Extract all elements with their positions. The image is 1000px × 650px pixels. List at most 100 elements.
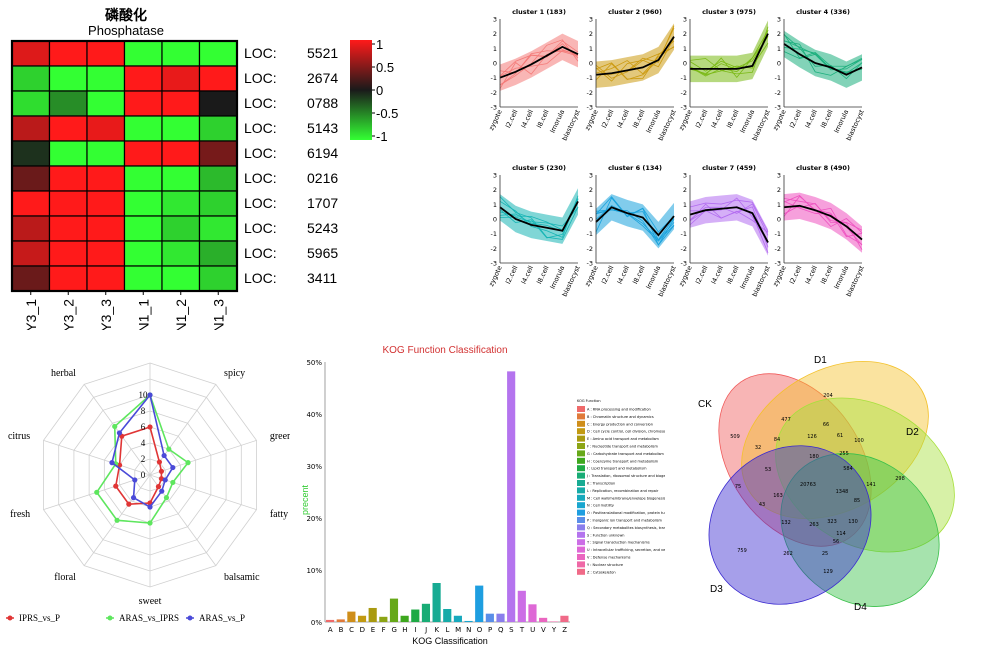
heatmap-title: 磷酸化 bbox=[105, 7, 147, 24]
kog-x-tick-label: S bbox=[509, 626, 514, 634]
heatmap-row-id: 5521 bbox=[307, 45, 338, 61]
kog-legend-label: H : Coenzyme transport and metabolism bbox=[587, 459, 659, 463]
cluster-profile-line bbox=[595, 205, 675, 241]
heatmap-col-label: Y3_1 bbox=[23, 299, 39, 330]
radar-axis-label: fatty bbox=[270, 509, 288, 520]
cluster-profile-line bbox=[499, 50, 579, 86]
cluster-mean-line bbox=[690, 33, 769, 70]
radar-point bbox=[147, 424, 153, 430]
radar-chart: woodyspicygreenfattybalsamicsweetfloralf… bbox=[6, 362, 290, 623]
heatmap-cell bbox=[48, 40, 88, 67]
heatmap-cell bbox=[161, 240, 201, 267]
heatmap-cell bbox=[11, 215, 51, 242]
colorbar-tick-label: 1 bbox=[376, 37, 383, 52]
cluster-x-tick-label: zygote bbox=[487, 108, 504, 131]
radar-point bbox=[126, 501, 132, 507]
cluster-title: cluster 3 (975) bbox=[702, 8, 756, 16]
heatmap-row-prefix: LOC: bbox=[244, 195, 277, 211]
cluster-x-tick-label: l2.cell bbox=[788, 108, 803, 129]
venn-region-count: 53 bbox=[765, 467, 771, 473]
kog-legend-label: Q : Secondary metabolites biosynthesis, … bbox=[587, 526, 665, 530]
cluster-y-tick-label: -1 bbox=[681, 230, 687, 238]
kog-legend-label: A : RNA processing and modification bbox=[587, 408, 651, 412]
cluster-x-tick-label: l4.cell bbox=[616, 108, 631, 129]
kog-x-tick-label: G bbox=[392, 626, 397, 634]
kog-x-tick-label: Y bbox=[551, 626, 557, 634]
heatmap-col-label: N1_3 bbox=[210, 299, 226, 330]
heatmap-cell bbox=[86, 190, 126, 217]
venn-set-label: D1 bbox=[814, 355, 827, 366]
venn-region-count: 255 bbox=[839, 451, 849, 457]
cluster-profile-line bbox=[689, 203, 769, 248]
cluster-y-tick-label: 2 bbox=[777, 186, 781, 194]
kog-x-tick-label: Z bbox=[562, 626, 567, 634]
heatmap-colorbar bbox=[350, 40, 372, 140]
radar-point bbox=[162, 477, 168, 483]
heatmap-cell bbox=[123, 140, 163, 167]
cluster-x-tick-label: zygote bbox=[771, 264, 788, 287]
cluster-y-tick-label: 0 bbox=[683, 216, 687, 224]
cluster-x-tick-label: zygote bbox=[583, 264, 600, 287]
radar-tick-label: 2 bbox=[141, 454, 146, 464]
radar-point bbox=[158, 468, 165, 474]
radar-point bbox=[147, 520, 153, 526]
heatmap-row-prefix: LOC: bbox=[244, 145, 277, 161]
radar-axis-label: spicy bbox=[224, 368, 245, 379]
cluster-y-tick-label: -1 bbox=[491, 230, 497, 238]
heatmap-cell bbox=[198, 65, 238, 92]
cluster-y-tick-label: 3 bbox=[493, 172, 497, 180]
kog-x-axis-label: KOG Classification bbox=[412, 636, 488, 646]
cluster-profile-line bbox=[689, 30, 769, 77]
kog-legend-swatch bbox=[577, 546, 585, 553]
cluster-y-tick-label: 0 bbox=[493, 216, 497, 224]
heatmap-row-prefix: LOC: bbox=[244, 45, 277, 61]
kog-x-tick-label: M bbox=[455, 626, 461, 634]
kog-legend-title: KOG Function bbox=[577, 399, 601, 403]
cluster-y-tick-label: -2 bbox=[587, 89, 593, 97]
venn-region-count: 25 bbox=[822, 551, 828, 557]
heatmap-cell bbox=[161, 40, 201, 67]
heatmap-cell bbox=[11, 40, 51, 67]
heatmap-cell bbox=[11, 265, 51, 292]
kog-legend-label: Z : Cytoskeleton bbox=[587, 570, 616, 574]
venn-region-count: 100 bbox=[854, 438, 864, 444]
venn-set-label: D2 bbox=[906, 427, 919, 438]
heatmap-cell bbox=[48, 190, 88, 217]
kog-x-tick-label: H bbox=[402, 626, 407, 634]
heatmap-cell bbox=[198, 115, 238, 142]
cluster-y-tick-label: -1 bbox=[587, 230, 593, 238]
radar-spoke bbox=[149, 474, 257, 510]
kog-legend-label: V : Defense mechanisms bbox=[587, 556, 631, 560]
cluster-y-tick-label: -1 bbox=[775, 74, 781, 82]
heatmap-cell bbox=[11, 240, 51, 267]
cluster-y-tick-label: -2 bbox=[491, 245, 497, 253]
kog-x-tick-label: U bbox=[530, 626, 535, 634]
heatmap-cell bbox=[161, 215, 201, 242]
venn-region-count: 263 bbox=[809, 522, 819, 528]
radar-point bbox=[185, 460, 191, 466]
heatmap-cell bbox=[11, 190, 51, 217]
cluster-x-tick-label: zygote bbox=[677, 108, 694, 131]
heatmap-cell bbox=[48, 165, 88, 192]
cluster-y-tick-label: 0 bbox=[777, 216, 781, 224]
kog-x-tick-label: I bbox=[415, 626, 417, 634]
heatmap-row-prefix: LOC: bbox=[244, 270, 277, 286]
heatmap-cell bbox=[161, 115, 201, 142]
cluster-x-tick-label: l2.cell bbox=[504, 264, 519, 285]
cluster-y-tick-label: 3 bbox=[589, 16, 593, 24]
kog-bar bbox=[453, 615, 462, 622]
cluster-y-tick-label: -2 bbox=[681, 89, 687, 97]
kog-bar bbox=[389, 598, 399, 622]
cluster-x-tick-label: l2.cell bbox=[600, 108, 615, 129]
cluster-y-tick-label: -3 bbox=[587, 260, 593, 268]
cluster-y-tick-label: -2 bbox=[587, 245, 593, 253]
kog-bar bbox=[475, 585, 484, 622]
heatmap-cell bbox=[123, 190, 163, 217]
cluster-y-tick-label: -1 bbox=[491, 74, 497, 82]
kog-bar bbox=[507, 371, 516, 622]
venn-region-count: 56 bbox=[833, 539, 839, 545]
heatmap-cell bbox=[161, 265, 201, 292]
radar-axis-label: green bbox=[270, 431, 290, 442]
kog-legend-label: T : Signal transduction mechanisms bbox=[586, 541, 650, 545]
heatmap-row-prefix: LOC: bbox=[244, 95, 277, 111]
